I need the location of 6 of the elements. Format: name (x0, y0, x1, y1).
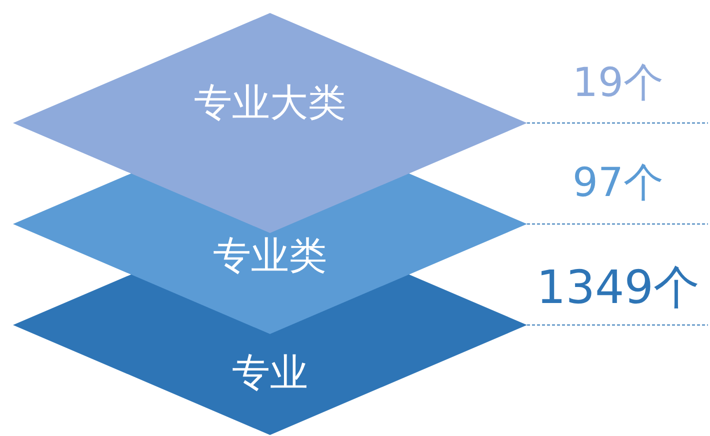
data-label: 19个 (572, 60, 664, 106)
category-label: 专业类 (213, 233, 327, 278)
data-label: 97个 (572, 160, 664, 206)
category-label: 专业大类 (194, 80, 346, 124)
data-label: 1349个 (536, 260, 700, 314)
category-label: 专业 (232, 350, 308, 394)
